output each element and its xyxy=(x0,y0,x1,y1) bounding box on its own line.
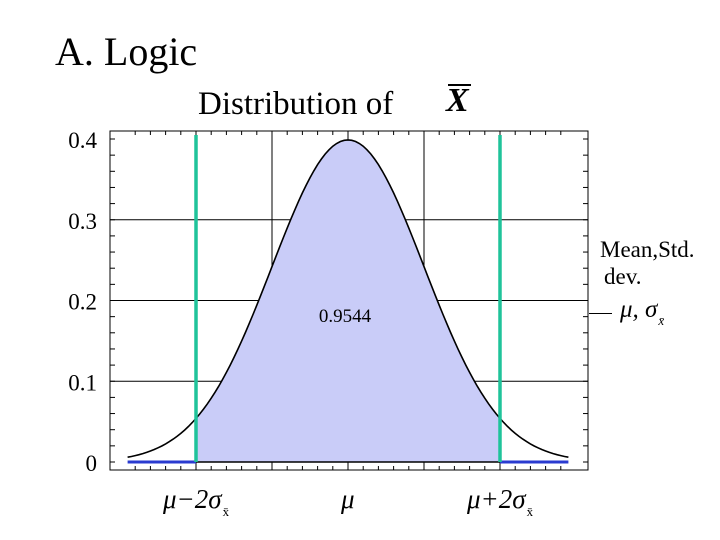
legend-title: Mean,Std. dev. xyxy=(600,236,695,290)
x-tick-label-subscript: x̄ xyxy=(526,504,534,519)
chart-title: Distribution of xyxy=(198,86,394,122)
x-tick-label-subscript: x̄ xyxy=(222,504,230,519)
y-tick-label: 0.4 xyxy=(68,128,97,153)
x-tick-label: μ+2σx̄ xyxy=(467,484,533,519)
shaded-area xyxy=(196,139,500,462)
legend-symbol-subscript: x̄ xyxy=(658,313,665,328)
chart-title-symbol: X xyxy=(446,82,471,120)
shaded-area-label: 0.9544 xyxy=(319,306,372,327)
chart-title-symbol-text: X xyxy=(446,82,469,119)
x-tick-label: μ−2σx̄ xyxy=(163,484,229,519)
x-tick-label-text: μ−2σ xyxy=(163,484,222,514)
y-tick-label: 0.1 xyxy=(68,370,97,395)
legend-symbol: μ, σx̄ xyxy=(620,296,664,328)
x-tick-label-text: μ+2σ xyxy=(467,484,526,514)
slide-title: A. Logic xyxy=(55,29,198,74)
x-tick-label: μ xyxy=(341,484,355,515)
y-tick-label: 0 xyxy=(86,451,98,476)
x-tick-label-text: μ xyxy=(341,484,355,514)
legend-symbol-text: μ, σ xyxy=(620,296,658,323)
legend-line-sample xyxy=(589,313,612,314)
legend-title-line-1: Mean,Std. xyxy=(600,237,695,262)
y-tick-label: 0.3 xyxy=(68,209,97,234)
density-curve xyxy=(127,139,569,458)
legend-title-line-2: dev. xyxy=(604,264,642,289)
y-tick-label: 0.2 xyxy=(68,290,97,315)
